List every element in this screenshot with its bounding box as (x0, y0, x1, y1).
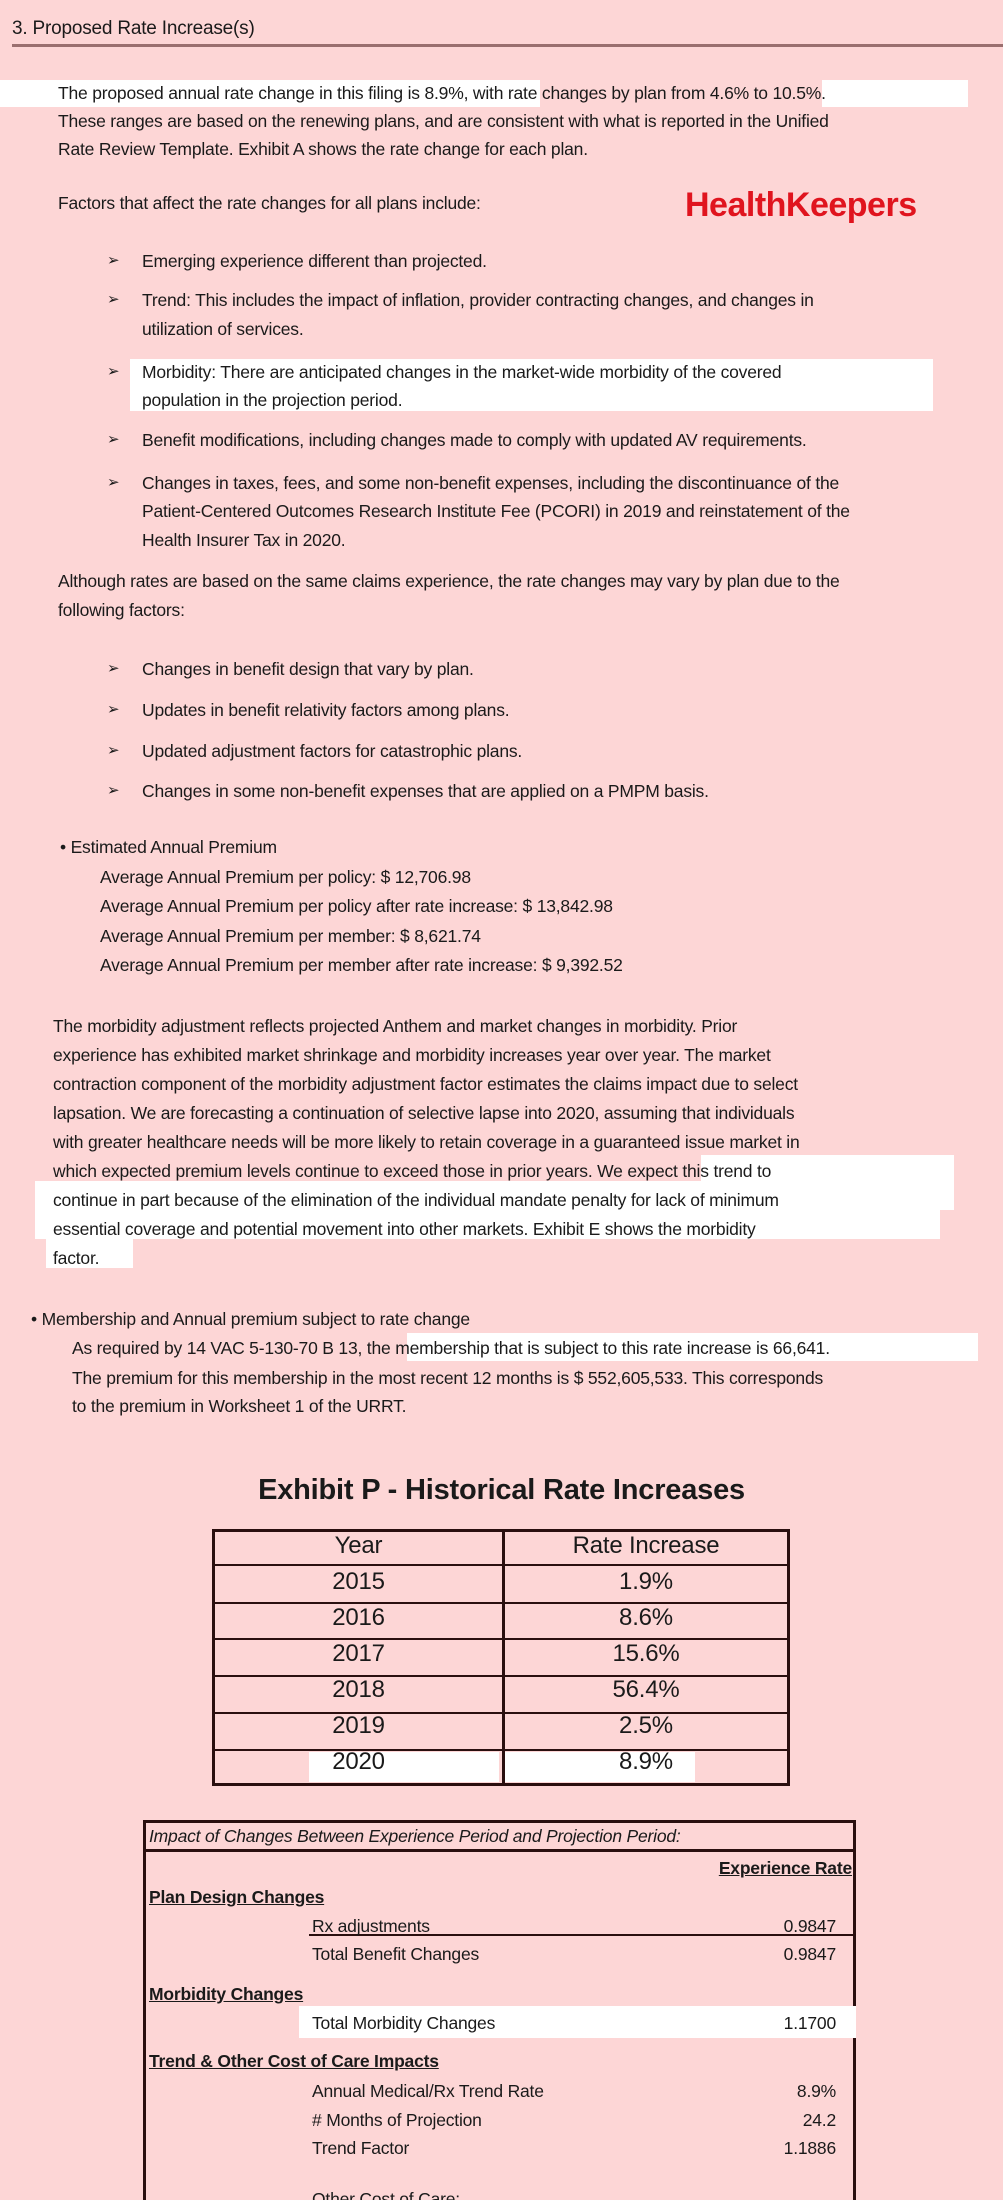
arrow-bullet-icon: ➢ (107, 474, 120, 491)
morbidity-paragraph-line: The morbidity adjustment reflects projec… (53, 1016, 738, 1036)
factors-heading: Factors that affect the rate changes for… (58, 193, 481, 213)
vary-factor-item: Updated adjustment factors for catastrop… (142, 741, 523, 761)
factor-item: population in the projection period. (142, 390, 403, 410)
membership-line: As required by 14 VAC 5-130-70 B 13, the… (72, 1338, 830, 1358)
factor-item: Morbidity: There are anticipated changes… (142, 362, 782, 382)
morbidity-paragraph-line: with greater healthcare needs will be mo… (53, 1132, 800, 1152)
vary-text: following factors: (58, 600, 185, 620)
membership-heading: • Membership and Annual premium subject … (31, 1309, 470, 1329)
membership-line: The premium for this membership in the m… (72, 1368, 824, 1388)
plan-design-heading: Plan Design Changes (149, 1887, 325, 1907)
arrow-bullet-icon: ➢ (107, 431, 120, 448)
morbidity-paragraph-line: which expected premium levels continue t… (53, 1161, 772, 1181)
row-value: 0.9847 (783, 1944, 837, 1964)
title-rule (12, 44, 1003, 47)
morbidity-paragraph-line: contraction component of the morbidity a… (53, 1074, 798, 1094)
factor-item: Health Insurer Tax in 2020. (142, 530, 346, 550)
table-cell: 2015 (332, 1568, 385, 1595)
arrow-bullet-icon: ➢ (107, 782, 120, 799)
row-label: Annual Medical/Rx Trend Rate (312, 2081, 544, 2101)
section-title: 3. Proposed Rate Increase(s) (12, 18, 255, 39)
experience-rate-header: Experience Rate (718, 1858, 852, 1878)
table-cell: 2016 (332, 1604, 385, 1631)
row-label: Trend Factor (312, 2138, 410, 2158)
arrow-bullet-icon: ➢ (107, 701, 120, 718)
historical-rate-table: Year Rate Increase 2015 1.9% 2016 8.6% 2017 15.… (212, 1529, 790, 1786)
arrow-bullet-icon: ➢ (107, 660, 120, 677)
row-value: 1.1700 (783, 2013, 837, 2033)
intro-line: These ranges are based on the renewing p… (58, 111, 829, 131)
row-divider (215, 1675, 787, 1677)
premium-line: Average Annual Premium per policy: $ 12,… (100, 867, 471, 887)
factor-item: utilization of services. (142, 319, 304, 339)
row-value: 0.9847 (783, 1916, 837, 1936)
table-cell: 2017 (332, 1640, 385, 1667)
intro-line: Rate Review Template. Exhibit A shows th… (58, 139, 588, 159)
row-label: Total Morbidity Changes (312, 2013, 496, 2033)
row-label: Total Benefit Changes (312, 1944, 480, 1964)
table-cell: 8.6% (619, 1604, 673, 1631)
vary-factor-item: Changes in benefit design that vary by p… (142, 659, 474, 679)
morbidity-paragraph-line: essential coverage and potential movemen… (53, 1219, 756, 1239)
vary-factor-item: Updates in benefit relativity factors am… (142, 700, 510, 720)
table-header: Rate Increase (572, 1532, 720, 1559)
row-label: Rx adjustments (312, 1916, 430, 1936)
factor-item: Trend: This includes the impact of infla… (142, 290, 814, 310)
table-cell: 56.4% (612, 1676, 680, 1703)
morbidity-heading: Morbidity Changes (149, 1984, 304, 2004)
morbidity-paragraph-line: lapsation. We are forecasting a continua… (53, 1103, 795, 1123)
row-value: 24.2 (802, 2110, 836, 2130)
premium-heading: • Estimated Annual Premium (60, 837, 277, 857)
row-divider (215, 1602, 787, 1604)
exhibit-p-title: Exhibit P - Historical Rate Increases (258, 1474, 745, 1506)
row-value: 8.9% (796, 2081, 836, 2101)
factor-item: Emerging experience different than proje… (142, 251, 487, 271)
morbidity-paragraph-line: continue in part because of the eliminat… (53, 1190, 779, 1210)
premium-line: Average Annual Premium per policy after … (100, 896, 613, 916)
arrow-bullet-icon: ➢ (107, 742, 120, 759)
membership-line: to the premium in Worksheet 1 of the URR… (72, 1396, 407, 1416)
table-cell: 1.9% (619, 1568, 673, 1595)
table-cell: 8.9% (619, 1748, 673, 1775)
arrow-bullet-icon: ➢ (107, 291, 120, 308)
factor-item: Changes in taxes, fees, and some non-ben… (142, 473, 840, 493)
row-label: # Months of Projection (312, 2110, 482, 2130)
table-cell: 15.6% (612, 1640, 680, 1667)
table-cell: 2.5% (619, 1712, 673, 1739)
impact-table: Impact of Changes Between Experience Per… (143, 1820, 856, 2200)
row-label: Other Cost of Care: (312, 2189, 460, 2200)
table-cell: 2019 (332, 1712, 385, 1739)
arrow-bullet-icon: ➢ (107, 252, 120, 269)
table-cell: 2018 (332, 1676, 385, 1703)
trend-heading: Trend & Other Cost of Care Impacts (149, 2051, 439, 2071)
table-header: Year (334, 1532, 383, 1559)
row-value: 1.1886 (783, 2138, 837, 2158)
factor-item: Benefit modifications, including changes… (142, 430, 807, 450)
healthkeepers-logo: HealthKeepers (685, 186, 917, 224)
vary-text: Although rates are based on the same cla… (58, 571, 840, 591)
morbidity-paragraph-line: factor. (53, 1248, 100, 1268)
premium-line: Average Annual Premium per member: $ 8,6… (100, 926, 481, 946)
row-divider (215, 1638, 787, 1640)
vary-factor-item: Changes in some non-benefit expenses tha… (142, 781, 709, 801)
premium-line: Average Annual Premium per member after … (100, 955, 623, 975)
row-divider (215, 1712, 787, 1714)
row-divider (215, 1564, 787, 1566)
arrow-bullet-icon: ➢ (107, 363, 120, 380)
factor-item: Patient-Centered Outcomes Research Insti… (142, 501, 850, 521)
morbidity-paragraph-line: experience has exhibited market shrinkag… (53, 1045, 771, 1065)
intro-line: The proposed annual rate change in this … (58, 83, 826, 103)
row-divider (215, 1749, 787, 1751)
table-cell: 2020 (332, 1748, 385, 1775)
impact-title: Impact of Changes Between Experience Per… (149, 1826, 681, 1846)
